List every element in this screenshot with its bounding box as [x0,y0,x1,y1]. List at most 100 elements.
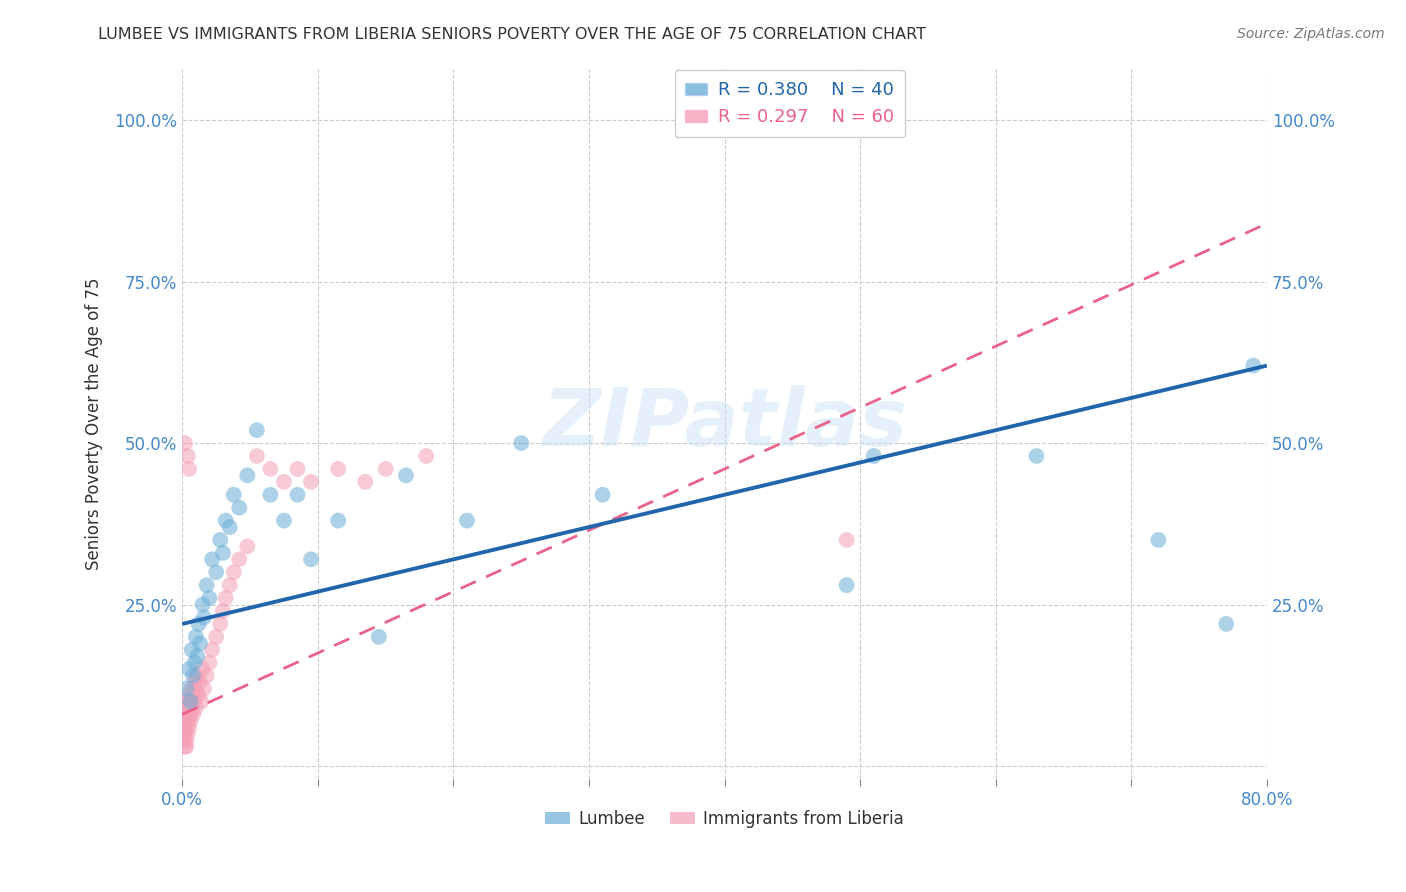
Point [177,688,200,702]
Point [218,578,240,592]
Point [299,475,322,489]
Point [174,707,197,722]
Point [179,707,201,722]
Point [177,701,200,715]
Point [236,540,259,554]
Point [214,514,236,528]
Point [510,436,533,450]
Point [228,552,250,566]
Point [218,520,240,534]
Point [201,642,224,657]
Point [299,552,322,566]
Legend: Lumbee, Immigrants from Liberia: Lumbee, Immigrants from Liberia [538,803,911,835]
Point [183,694,205,708]
Point [176,733,198,747]
Point [236,468,259,483]
Point [367,630,389,644]
Point [187,688,209,702]
Point [179,694,201,708]
Point [198,656,221,670]
Point [176,714,198,728]
Point [1241,359,1264,373]
Point [191,662,214,676]
Point [174,720,197,734]
Point [193,681,215,696]
Point [177,462,200,476]
Point [354,475,377,489]
Point [862,449,884,463]
Point [176,681,198,696]
Point [328,514,350,528]
Point [183,675,205,690]
Point [183,656,205,670]
Point [209,533,232,547]
Point [174,739,197,754]
Point [176,694,198,708]
Point [181,668,204,682]
Point [184,681,207,696]
Point [193,610,215,624]
Point [592,488,614,502]
Point [187,616,209,631]
Point [198,591,221,606]
Point [214,591,236,606]
Y-axis label: Seniors Poverty Over the Age of 75: Seniors Poverty Over the Age of 75 [86,277,103,570]
Point [177,720,200,734]
Point [287,462,309,476]
Point [186,668,208,682]
Point [1025,449,1047,463]
Point [374,462,396,476]
Point [222,488,245,502]
Point [259,488,281,502]
Point [246,423,269,437]
Point [195,578,218,592]
Point [201,552,224,566]
Point [228,500,250,515]
Point [173,733,195,747]
Point [209,616,232,631]
Point [328,462,350,476]
Point [176,714,198,728]
Point [176,720,198,734]
Point [180,681,202,696]
Point [222,566,245,580]
Point [173,727,195,741]
Point [176,707,198,722]
Point [180,642,202,657]
Point [174,727,197,741]
Text: LUMBEE VS IMMIGRANTS FROM LIBERIA SENIORS POVERTY OVER THE AGE OF 75 CORRELATION: LUMBEE VS IMMIGRANTS FROM LIBERIA SENIOR… [98,27,927,42]
Point [184,701,207,715]
Point [188,675,211,690]
Point [205,566,228,580]
Point [179,694,201,708]
Point [180,701,202,715]
Point [1147,533,1170,547]
Text: Source: ZipAtlas.com: Source: ZipAtlas.com [1237,27,1385,41]
Point [176,701,198,715]
Point [195,668,218,682]
Point [174,436,197,450]
Point [190,694,212,708]
Point [246,449,269,463]
Point [174,694,197,708]
Text: ZIPatlas: ZIPatlas [543,384,907,463]
Point [186,649,208,664]
Point [212,604,235,618]
Point [835,533,858,547]
Point [415,449,437,463]
Point [181,707,204,722]
Point [181,688,204,702]
Point [188,636,211,650]
Point [176,449,198,463]
Point [395,468,418,483]
Point [456,514,478,528]
Point [184,630,207,644]
Point [259,462,281,476]
Point [287,488,309,502]
Point [273,514,295,528]
Point [273,475,295,489]
Point [212,546,235,560]
Point [176,727,198,741]
Point [205,630,228,644]
Point [177,662,200,676]
